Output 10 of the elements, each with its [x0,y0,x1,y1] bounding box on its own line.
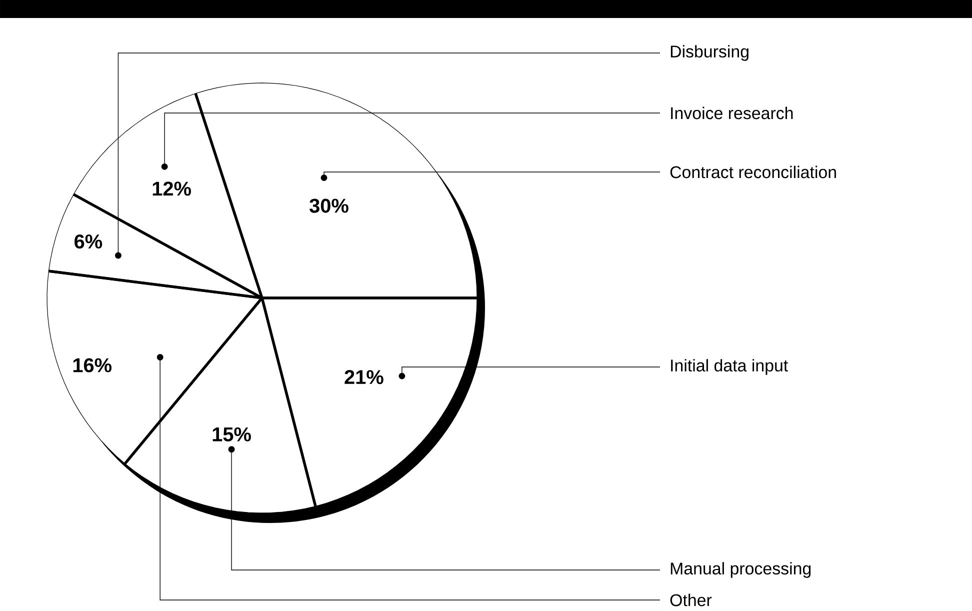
slice-label: Invoice research [671,106,793,120]
data-label: 6% [74,234,102,249]
slice-label: Other [670,594,712,606]
slice-label: Disbursing [670,45,748,61]
data-label: 30% [310,198,348,213]
data-label: 21% [344,370,384,384]
slice-label: Manual processing [670,562,811,578]
slice-label: Initial data input [671,359,788,375]
data-label: 12% [152,182,191,196]
slice-label: Contract reconciliation [670,166,836,178]
